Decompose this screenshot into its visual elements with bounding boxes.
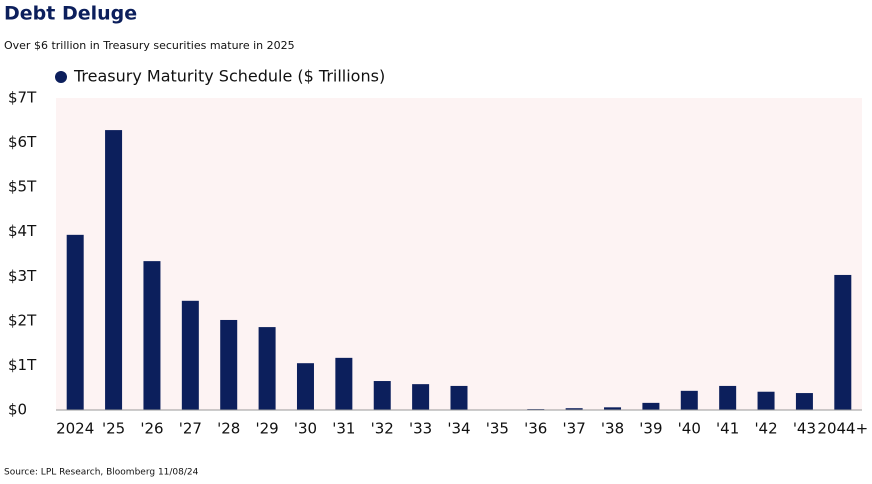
legend-label: Treasury Maturity Schedule ($ Trillions) xyxy=(73,67,385,86)
bar xyxy=(220,319,238,410)
y-tick-label: $3T xyxy=(8,267,37,285)
bar xyxy=(258,327,276,410)
y-tick-label: $1T xyxy=(8,356,37,374)
x-tick-label: '34 xyxy=(447,420,470,438)
x-tick-label: 2024 xyxy=(56,420,94,438)
bar xyxy=(834,274,852,410)
bar xyxy=(719,385,737,410)
x-tick-label: '29 xyxy=(255,420,278,438)
x-tick-label: '30 xyxy=(294,420,317,438)
x-tick-label: '36 xyxy=(524,420,547,438)
legend-marker xyxy=(55,71,67,83)
bar xyxy=(757,391,775,410)
bar xyxy=(335,357,353,410)
x-tick-label: '32 xyxy=(371,420,394,438)
x-tick-label: '26 xyxy=(140,420,163,438)
bar xyxy=(680,390,698,410)
bar xyxy=(604,407,622,410)
plot-background xyxy=(56,98,862,410)
bar xyxy=(795,393,813,410)
x-tick-label: '35 xyxy=(486,420,509,438)
bar xyxy=(412,384,430,410)
x-tick-label: '31 xyxy=(332,420,355,438)
y-tick-label: $0 xyxy=(8,401,27,419)
x-tick-label: '40 xyxy=(678,420,701,438)
bar xyxy=(296,363,314,410)
y-tick-label: $2T xyxy=(8,311,37,329)
x-tick-label: '25 xyxy=(102,420,125,438)
bar xyxy=(66,234,84,410)
bar xyxy=(642,402,660,410)
x-tick-label: '42 xyxy=(754,420,777,438)
x-tick-label: '41 xyxy=(716,420,739,438)
x-tick-label: '28 xyxy=(217,420,240,438)
x-tick-label: '39 xyxy=(639,420,662,438)
bar xyxy=(450,385,468,410)
x-tick-label: '27 xyxy=(179,420,202,438)
x-tick-label: '33 xyxy=(409,420,432,438)
bar xyxy=(181,300,199,410)
x-tick-label: '38 xyxy=(601,420,624,438)
x-tick-label: '37 xyxy=(563,420,586,438)
source-note: Source: LPL Research, Bloomberg 11/08/24 xyxy=(4,468,199,478)
bar xyxy=(105,130,123,410)
bar xyxy=(373,381,391,410)
x-tick-label: 2044+ xyxy=(817,420,868,438)
chart-title: Debt Deluge xyxy=(4,3,137,25)
y-tick-label: $7T xyxy=(8,89,37,107)
y-tick-label: $5T xyxy=(8,178,37,196)
chart-subtitle: Over $6 trillion in Treasury securities … xyxy=(4,39,295,52)
bar xyxy=(565,408,583,410)
x-tick-label: '43 xyxy=(793,420,816,438)
bar xyxy=(143,261,161,410)
y-tick-label: $6T xyxy=(8,133,37,151)
y-tick-label: $4T xyxy=(8,222,37,240)
